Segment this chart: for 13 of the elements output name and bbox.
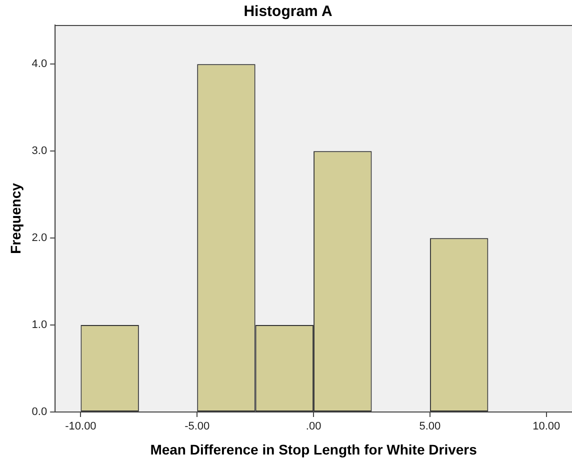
y-tick-label: 0.0 [32, 406, 48, 418]
y-tick-label: 4.0 [32, 58, 48, 70]
chart-title: Histogram A [244, 3, 332, 20]
x-tick-label: -10.00 [65, 420, 96, 433]
x-tick-label: .00 [306, 420, 322, 433]
x-axis-title: Mean Difference in Stop Length for White Drivers [150, 441, 478, 458]
x-tick-label: 5.00 [419, 420, 441, 433]
x-tick-label: 10.00 [532, 420, 560, 433]
y-tick-label: 1.0 [32, 319, 48, 332]
y-axis-title: Frequency [7, 182, 24, 254]
y-tick-label: 2.0 [32, 232, 48, 244]
y-tick-label: 3.0 [32, 145, 48, 158]
x-tick-label: -5.00 [184, 420, 210, 433]
